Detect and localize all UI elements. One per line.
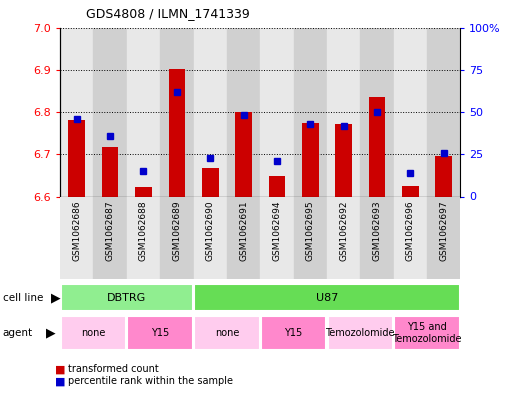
Text: GSM1062691: GSM1062691 — [239, 200, 248, 261]
Text: GSM1062694: GSM1062694 — [272, 200, 281, 261]
Bar — [94, 28, 127, 196]
Text: GSM1062696: GSM1062696 — [406, 200, 415, 261]
Bar — [327, 316, 393, 350]
Bar — [293, 28, 327, 196]
Text: ■: ■ — [55, 364, 65, 375]
Text: agent: agent — [3, 328, 33, 338]
Text: GSM1062686: GSM1062686 — [72, 200, 81, 261]
Text: cell line: cell line — [3, 293, 43, 303]
Bar — [61, 316, 126, 350]
Bar — [435, 156, 452, 196]
Text: GDS4808 / ILMN_1741339: GDS4808 / ILMN_1741339 — [86, 7, 250, 20]
Bar — [302, 123, 319, 196]
Bar — [427, 28, 460, 196]
Text: GSM1062688: GSM1062688 — [139, 200, 148, 261]
Bar — [127, 196, 160, 279]
Bar — [335, 124, 352, 196]
Bar — [194, 28, 227, 196]
Text: ■: ■ — [55, 376, 65, 386]
Bar — [402, 186, 418, 196]
Text: GSM1062697: GSM1062697 — [439, 200, 448, 261]
Bar — [60, 196, 94, 279]
Bar — [327, 196, 360, 279]
Bar — [194, 284, 460, 311]
Bar — [61, 284, 193, 311]
Text: none: none — [214, 328, 239, 338]
Bar — [135, 187, 152, 196]
Bar — [260, 28, 293, 196]
Bar — [293, 196, 327, 279]
Text: Y15: Y15 — [151, 328, 169, 338]
Text: ▶: ▶ — [46, 327, 55, 340]
Text: ▶: ▶ — [51, 291, 61, 304]
Bar — [160, 196, 194, 279]
Bar — [194, 316, 259, 350]
Text: GSM1062695: GSM1062695 — [306, 200, 315, 261]
Bar — [69, 119, 85, 196]
Bar — [360, 28, 393, 196]
Text: GSM1062689: GSM1062689 — [173, 200, 181, 261]
Text: GSM1062690: GSM1062690 — [206, 200, 214, 261]
Bar — [394, 196, 427, 279]
Bar — [160, 28, 194, 196]
Text: Temozolomide: Temozolomide — [325, 328, 395, 338]
Bar — [168, 69, 185, 196]
Text: GSM1062693: GSM1062693 — [372, 200, 381, 261]
Text: Y15: Y15 — [285, 328, 303, 338]
Bar — [94, 196, 127, 279]
Bar — [369, 97, 385, 196]
Bar — [60, 28, 94, 196]
Bar — [227, 196, 260, 279]
Text: DBTRG: DBTRG — [107, 293, 146, 303]
Text: percentile rank within the sample: percentile rank within the sample — [68, 376, 233, 386]
Bar — [194, 196, 227, 279]
Bar — [261, 316, 326, 350]
Bar — [127, 28, 160, 196]
Bar — [394, 316, 460, 350]
Text: GSM1062687: GSM1062687 — [106, 200, 115, 261]
Text: Y15 and
Temozolomide: Y15 and Temozolomide — [392, 322, 462, 344]
Bar — [128, 316, 193, 350]
Bar — [360, 196, 393, 279]
Bar — [394, 28, 427, 196]
Bar — [227, 28, 260, 196]
Text: transformed count: transformed count — [68, 364, 159, 375]
Text: U87: U87 — [316, 293, 338, 303]
Bar — [102, 147, 119, 196]
Bar — [268, 176, 285, 196]
Text: GSM1062692: GSM1062692 — [339, 200, 348, 261]
Bar — [202, 168, 219, 196]
Bar — [235, 112, 252, 196]
Bar — [427, 196, 460, 279]
Bar — [327, 28, 360, 196]
Bar — [260, 196, 293, 279]
Text: none: none — [81, 328, 106, 338]
